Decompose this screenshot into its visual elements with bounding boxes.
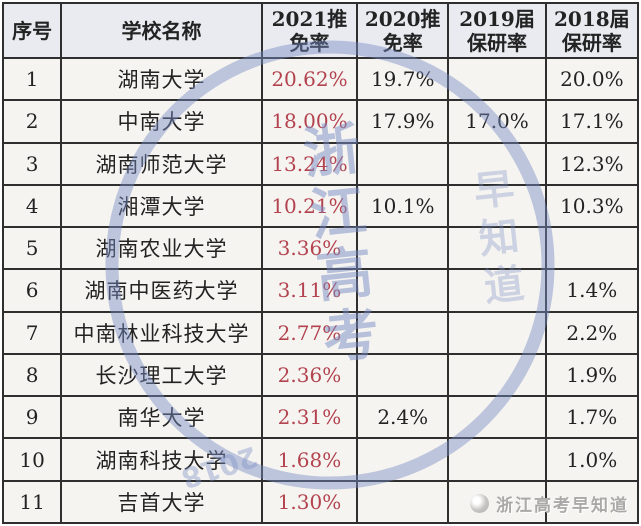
rate-2020-cell bbox=[356, 141, 450, 186]
table-row: 1 湖南大学 20.62% 19.7% 20.0% bbox=[1, 56, 640, 102]
rate-2019-cell bbox=[447, 395, 547, 440]
table-row: 2 中南大学 18.00% 17.9% 17.0% 17.1% bbox=[1, 99, 640, 144]
row-index-cell: 6 bbox=[1, 268, 63, 313]
rate-2021-cell: 2.36% bbox=[260, 352, 359, 398]
school-name-cell: 湖南中医药大学 bbox=[60, 268, 263, 313]
rate-2020-cell: 10.1% bbox=[356, 183, 450, 229]
rate-2020-cell bbox=[356, 437, 450, 482]
rate-2019-cell bbox=[447, 226, 547, 271]
row-index-cell: 5 bbox=[1, 226, 63, 271]
row-index-cell: 8 bbox=[1, 352, 63, 398]
table-row: 11 吉首大学 1.30% bbox=[1, 479, 640, 525]
row-index-cell: 2 bbox=[1, 99, 63, 144]
school-name-cell: 湘潭大学 bbox=[60, 183, 263, 229]
rate-2019-cell bbox=[447, 56, 547, 102]
rate-2018-cell: 1.7% bbox=[544, 395, 640, 440]
table-row: 8 长沙理工大学 2.36% 1.9% bbox=[1, 352, 640, 398]
rate-2019-cell bbox=[447, 310, 547, 355]
rate-2021-cell: 1.68% bbox=[260, 437, 359, 482]
rate-2021-cell: 2.31% bbox=[260, 395, 359, 440]
col-header-rate-2019: 2019届 保研率 bbox=[447, 2, 547, 59]
col-header-rate-2020: 2020推 免率 bbox=[356, 2, 450, 59]
school-name-cell: 中南林业科技大学 bbox=[60, 310, 263, 355]
school-name-cell: 长沙理工大学 bbox=[60, 352, 263, 398]
school-name-cell: 湖南师范大学 bbox=[60, 141, 263, 186]
row-index-cell: 3 bbox=[1, 141, 63, 186]
school-name-cell: 吉首大学 bbox=[60, 479, 263, 525]
col-header-school: 学校名称 bbox=[60, 2, 263, 59]
table-row: 5 湖南农业大学 3.36% bbox=[1, 226, 640, 271]
rate-2018-cell: 10.3% bbox=[544, 183, 640, 229]
rate-2020-cell: 2.4% bbox=[356, 395, 450, 440]
rate-2019-cell bbox=[447, 141, 547, 186]
rate-2021-cell: 10.21% bbox=[260, 183, 359, 229]
rate-2020-cell bbox=[356, 310, 450, 355]
rate-2020-cell: 19.7% bbox=[356, 56, 450, 102]
rate-2021-cell: 13.24% bbox=[260, 141, 359, 186]
table-row: 6 湖南中医药大学 3.11% 1.4% bbox=[1, 268, 640, 313]
rate-2021-cell: 20.62% bbox=[260, 56, 359, 102]
rate-2020-cell: 17.9% bbox=[356, 99, 450, 144]
school-name-cell: 湖南大学 bbox=[60, 56, 263, 102]
rate-2018-cell: 12.3% bbox=[544, 141, 640, 186]
rate-2021-cell: 2.77% bbox=[260, 310, 359, 355]
col-header-rate-2021: 2021推 免率 bbox=[260, 2, 359, 59]
rate-2019-cell bbox=[447, 352, 547, 398]
school-name-cell: 湖南科技大学 bbox=[60, 437, 263, 482]
col-header-index: 序号 bbox=[1, 2, 63, 59]
header-row: 序号 学校名称 2021推 免率 2020推 免率 2019届 保研率 2018… bbox=[1, 2, 640, 59]
rate-2020-cell bbox=[356, 479, 450, 525]
rate-2018-cell bbox=[544, 479, 640, 525]
row-index-cell: 7 bbox=[1, 310, 63, 355]
table-row: 7 中南林业科技大学 2.77% 2.2% bbox=[1, 310, 640, 355]
row-index-cell: 1 bbox=[1, 56, 63, 102]
row-index-cell: 9 bbox=[1, 395, 63, 440]
table-row: 9 南华大学 2.31% 2.4% 1.7% bbox=[1, 395, 640, 440]
rate-2019-cell bbox=[447, 183, 547, 229]
col-header-rate-2018: 2018届 保研率 bbox=[544, 2, 640, 59]
rate-2021-cell: 3.11% bbox=[260, 268, 359, 313]
rate-2018-cell: 1.9% bbox=[544, 352, 640, 398]
school-name-cell: 湖南农业大学 bbox=[60, 226, 263, 271]
table-row: 3 湖南师范大学 13.24% 12.3% bbox=[1, 141, 640, 186]
rate-2019-cell bbox=[447, 479, 547, 525]
row-index-cell: 10 bbox=[1, 437, 63, 482]
rate-2021-cell: 3.36% bbox=[260, 226, 359, 271]
table-row: 4 湘潭大学 10.21% 10.1% 10.3% bbox=[1, 183, 640, 229]
rate-2021-cell: 1.30% bbox=[260, 479, 359, 525]
row-index-cell: 11 bbox=[1, 479, 63, 525]
rate-2018-cell: 2.2% bbox=[544, 310, 640, 355]
rate-2019-cell bbox=[447, 437, 547, 482]
rate-2020-cell bbox=[356, 226, 450, 271]
rate-2018-cell: 17.1% bbox=[544, 99, 640, 144]
table-row: 10 湖南科技大学 1.68% 1.0% bbox=[1, 437, 640, 482]
rate-2019-cell: 17.0% bbox=[447, 99, 547, 144]
rate-2020-cell bbox=[356, 352, 450, 398]
rate-2018-cell: 1.0% bbox=[544, 437, 640, 482]
row-index-cell: 4 bbox=[1, 183, 63, 229]
rate-2018-cell: 20.0% bbox=[544, 56, 640, 102]
rate-2018-cell bbox=[544, 226, 640, 271]
rate-2018-cell: 1.4% bbox=[544, 268, 640, 313]
school-name-cell: 南华大学 bbox=[60, 395, 263, 440]
rate-2020-cell bbox=[356, 268, 450, 313]
school-name-cell: 中南大学 bbox=[60, 99, 263, 144]
rate-2021-cell: 18.00% bbox=[260, 99, 359, 144]
rate-2019-cell bbox=[447, 268, 547, 313]
